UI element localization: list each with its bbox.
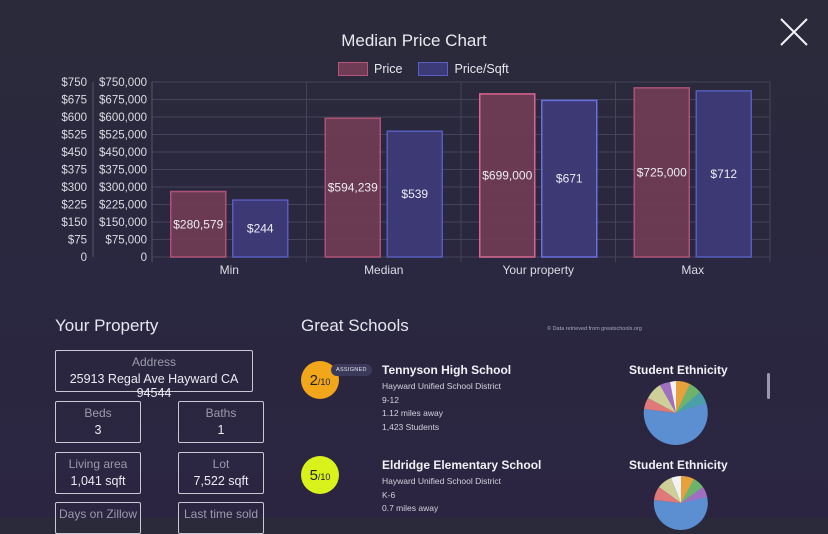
y-tick-label-right: $675,000 (99, 95, 147, 107)
school-distance: 1.12 miles away (382, 408, 443, 418)
school-grades: 9-12 (382, 395, 400, 405)
legend-swatch-price (338, 62, 368, 76)
chart-legend: Price Price/Sqft (338, 62, 509, 76)
x-tick-label: Min (220, 263, 239, 277)
legend-swatch-price-sqft (418, 62, 449, 76)
price-per-sqft-bar (232, 199, 289, 258)
data-credit: © Data retrieved from greatschools.org (547, 326, 642, 332)
close-icon[interactable] (778, 16, 810, 48)
ethnicity-pie-chart (653, 475, 708, 530)
bar-value-label: $539 (401, 187, 428, 201)
lot-value: 7,522 sqft (193, 474, 249, 488)
y-tick-label-right: $525,000 (99, 130, 147, 142)
legend-item-price[interactable]: Price (338, 62, 402, 76)
y-tick-label-right: $75,000 (105, 235, 147, 247)
lot-box: Lot 7,522 sqft (178, 452, 264, 494)
address-value: 25913 Regal Ave Hayward CA 94544 (69, 372, 239, 400)
y-tick-label-left: $750 (61, 77, 87, 89)
rating-scale: /10 (317, 376, 331, 387)
y-tick-label-right: $750,000 (99, 77, 147, 89)
price-per-sqft-bar (541, 99, 598, 258)
bar-value-label: $712 (710, 167, 737, 181)
bar-value-label: $594,239 (328, 181, 378, 195)
y-tick-label-left: $150 (61, 217, 87, 229)
bar-value-label: $244 (247, 222, 274, 236)
living-area-value: 1,041 sqft (70, 474, 126, 488)
y-tick-label-right: $150,000 (99, 217, 147, 229)
y-tick-label-left: $525 (61, 130, 87, 142)
school-name[interactable]: Tennyson High School (382, 363, 512, 377)
property-title: Your Property (55, 316, 159, 335)
price-bar (324, 117, 381, 258)
bar-value-label: $725,000 (637, 165, 687, 179)
student-ethnicity-label: Student Ethnicity (629, 363, 728, 377)
y-tick-label-left: $375 (61, 165, 87, 177)
living-area-box: Living area 1,041 sqft (55, 452, 141, 494)
school-grades: K-6 (382, 490, 396, 500)
y-tick-label-right: $300,000 (99, 182, 147, 194)
address-label: Address (131, 355, 177, 369)
school-students: 1,423 Students (382, 422, 440, 432)
legend-label-price-sqft: Price/Sqft (454, 62, 509, 76)
price-bar (170, 190, 227, 258)
y-tick-label-left: $75 (68, 235, 87, 247)
last-sold-label: Last time sold (183, 507, 259, 521)
living-area-label: Living area (68, 457, 128, 471)
baths-label: Baths (205, 406, 237, 420)
last-sold-box: Last time sold (178, 502, 264, 534)
price-bar (633, 87, 690, 258)
beds-value: 3 (94, 423, 102, 437)
y-tick-label-left: 0 (81, 252, 87, 264)
school-distance: 0.7 miles away (382, 503, 439, 513)
assigned-badge: ASSIGNED (331, 364, 372, 376)
y-tick-label-right: $600,000 (99, 112, 147, 124)
y-tick-label-right: $225,000 (99, 200, 147, 212)
y-tick-label-right: $375,000 (99, 165, 147, 177)
baths-box: Baths 1 (178, 401, 264, 443)
bar-value-label: $280,579 (173, 217, 223, 231)
school-name[interactable]: Eldridge Elementary School (382, 458, 542, 472)
beds-box: Beds 3 (55, 401, 141, 443)
bar-value-label: $699,000 (482, 168, 532, 182)
y-tick-label-left: $600 (61, 112, 87, 124)
rating-value: 5 (309, 466, 318, 484)
y-tick-label-right: $450,000 (99, 147, 147, 159)
school-rating-badge: 5/10 (301, 456, 339, 494)
school-district: Hayward Unified School District (382, 476, 502, 486)
rating-scale: /10 (317, 471, 331, 482)
bar-chart: $750 $750,000$675 $675,000$600 $600,000$525… (61, 77, 771, 277)
days-on-zillow-label: Days on Zillow (58, 507, 138, 521)
schools-title: Great Schools (301, 316, 409, 335)
beds-label: Beds (84, 406, 112, 420)
ethnicity-pie-chart (643, 380, 708, 445)
price-per-sqft-bar (386, 130, 443, 258)
chart-title: Median Price Chart (341, 31, 487, 50)
days-on-zillow-box: Days on Zillow (55, 502, 141, 534)
y-tick-label-left: $300 (61, 182, 87, 194)
legend-item-price-sqft[interactable]: Price/Sqft (418, 62, 509, 76)
y-tick-label-right: 0 (141, 252, 147, 264)
lot-label: Lot (212, 457, 230, 471)
address-box: Address 25913 Regal Ave Hayward CA 94544 (55, 350, 253, 400)
baths-value: 1 (217, 423, 225, 437)
scrollbar[interactable] (767, 373, 770, 399)
x-tick-label: Your property (502, 263, 574, 277)
school-district: Hayward Unified School District (382, 381, 502, 391)
x-tick-label: Median (364, 263, 403, 277)
y-tick-label-left: $225 (61, 200, 87, 212)
student-ethnicity-label: Student Ethnicity (629, 458, 728, 472)
x-tick-label: Max (681, 263, 704, 277)
price-per-sqft-bar (695, 90, 752, 258)
bar-value-label: $671 (556, 172, 583, 186)
y-tick-label-left: $675 (61, 95, 87, 107)
price-bar (479, 93, 536, 258)
y-tick-label-left: $450 (61, 147, 87, 159)
rating-value: 2 (309, 371, 318, 389)
legend-label-price: Price (374, 62, 403, 76)
